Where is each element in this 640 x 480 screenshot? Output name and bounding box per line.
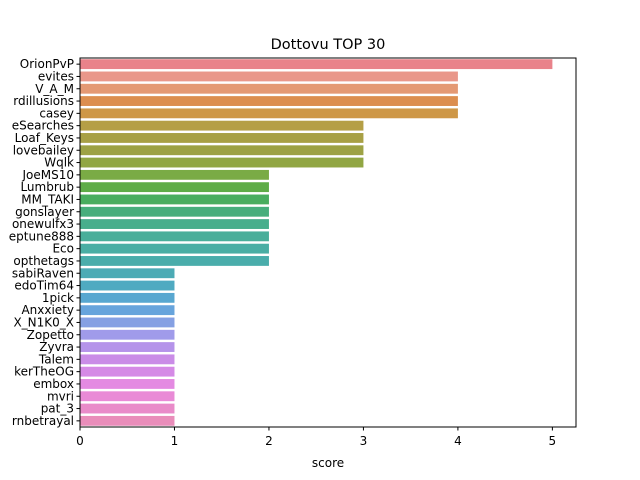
y-tick-label: MM_TAKI	[21, 192, 74, 206]
bar	[80, 231, 269, 242]
bar	[80, 243, 269, 254]
bar	[80, 59, 553, 70]
y-tick-label: onewulfx3	[12, 217, 74, 231]
y-tick-label: Eco	[52, 242, 74, 256]
y-tick-label: gonslayer	[15, 205, 74, 219]
bar	[80, 391, 175, 402]
x-tick-label: 1	[171, 434, 179, 448]
x-tick-label: 4	[454, 434, 462, 448]
y-tick-label: edoTim64	[14, 279, 74, 293]
bar	[80, 96, 458, 106]
x-tick-label: 0	[76, 434, 84, 448]
y-tick-label: JoeMS10	[21, 168, 74, 182]
y-tick-label: sabiRaven	[12, 266, 74, 280]
y-tick-label: OrionPvP	[20, 57, 74, 71]
bar	[80, 268, 175, 279]
bar	[80, 317, 175, 328]
bar	[80, 194, 269, 205]
bar	[80, 145, 364, 156]
y-tick-label: kerTheOG	[14, 365, 74, 379]
y-tick-label: Loaf_Keys	[15, 131, 74, 145]
y-tick-label: V_A_M	[35, 82, 74, 96]
bar	[80, 71, 458, 82]
y-tick-label: opthetags	[13, 254, 74, 268]
y-tick-label: casey	[39, 106, 74, 120]
bar	[80, 329, 175, 340]
x-tick-label: 3	[360, 434, 368, 448]
y-tick-labels: OrionPvPevitesV_A_MrdillusionscaseyeSear…	[9, 57, 80, 428]
bar	[80, 133, 364, 143]
bar	[80, 206, 269, 217]
y-tick-label: embox	[33, 377, 74, 391]
bar	[80, 219, 269, 229]
y-tick-label: eSearches	[12, 119, 74, 133]
y-tick-label: pat_3	[41, 402, 74, 416]
y-tick-label: Zyvra	[39, 340, 74, 354]
bar	[80, 415, 175, 426]
bar	[80, 157, 364, 168]
x-ticks: 0 1 2 3 4 5	[76, 427, 556, 448]
bar	[80, 403, 175, 414]
y-tick-label: evites	[38, 69, 74, 83]
chart-title: Dottovu TOP 30	[271, 37, 386, 53]
y-tick-label: rnbetrayal	[12, 414, 74, 428]
y-tick-label: Wqlk	[44, 156, 74, 170]
y-tick-label: mvri	[47, 389, 74, 403]
y-tick-label: lovebailey	[13, 143, 74, 157]
y-tick-label: Zopetto	[27, 328, 74, 342]
bar	[80, 169, 269, 180]
y-tick-label: 1pick	[42, 291, 74, 305]
x-axis-label: score	[312, 456, 344, 470]
bar	[80, 83, 458, 94]
bar	[80, 354, 175, 365]
bar	[80, 280, 175, 291]
plot-frame	[79, 57, 577, 428]
bar	[80, 342, 175, 352]
y-tick-label: Talem	[38, 352, 74, 366]
x-tick-label: 5	[549, 434, 557, 448]
bar	[80, 366, 175, 377]
y-tick-label: rdillusions	[13, 94, 74, 108]
y-tick-label: X_N1K0_X	[13, 315, 74, 329]
bar	[80, 182, 269, 193]
bar	[80, 305, 175, 316]
bar	[80, 379, 175, 389]
y-tick-label: Lumbrub	[20, 180, 74, 194]
bar	[80, 292, 175, 303]
bar	[80, 256, 269, 266]
bar	[80, 108, 458, 119]
bar	[80, 120, 364, 131]
x-tick-label: 2	[265, 434, 273, 448]
y-tick-label: eptune888	[9, 229, 74, 243]
bar-group	[80, 59, 553, 426]
y-tick-label: Anxxiety	[21, 303, 74, 317]
